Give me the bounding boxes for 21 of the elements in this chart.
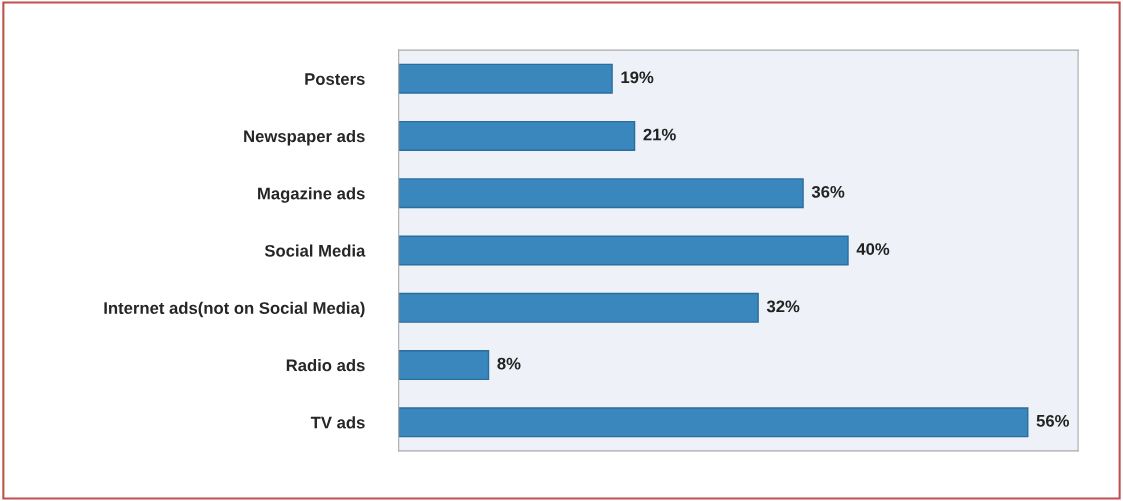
bar (398, 63, 613, 94)
bar (398, 292, 759, 323)
bar (398, 235, 849, 266)
data-label: 8% (497, 357, 521, 370)
bar (398, 120, 636, 151)
bar (398, 178, 804, 209)
y-tick-label: Newspaper ads (244, 129, 365, 146)
data-label: 36% (811, 185, 845, 198)
y-tick-label: TV ads (310, 416, 365, 429)
data-label: 40% (856, 243, 890, 255)
y-tick-label: Posters (305, 73, 365, 85)
data-label: 21% (643, 128, 676, 141)
y-tick-label: Social Media (264, 244, 366, 257)
y-tick-label: Magazine ads (258, 187, 365, 203)
data-label: 19% (621, 71, 654, 84)
y-tick-label: Radio ads (286, 358, 365, 372)
data-label: 56% (1036, 414, 1069, 427)
data-label: 32% (766, 300, 800, 313)
bar (398, 350, 490, 381)
bar (398, 407, 1029, 438)
y-tick-label: Internet ads(not on Social Media) (104, 301, 365, 318)
